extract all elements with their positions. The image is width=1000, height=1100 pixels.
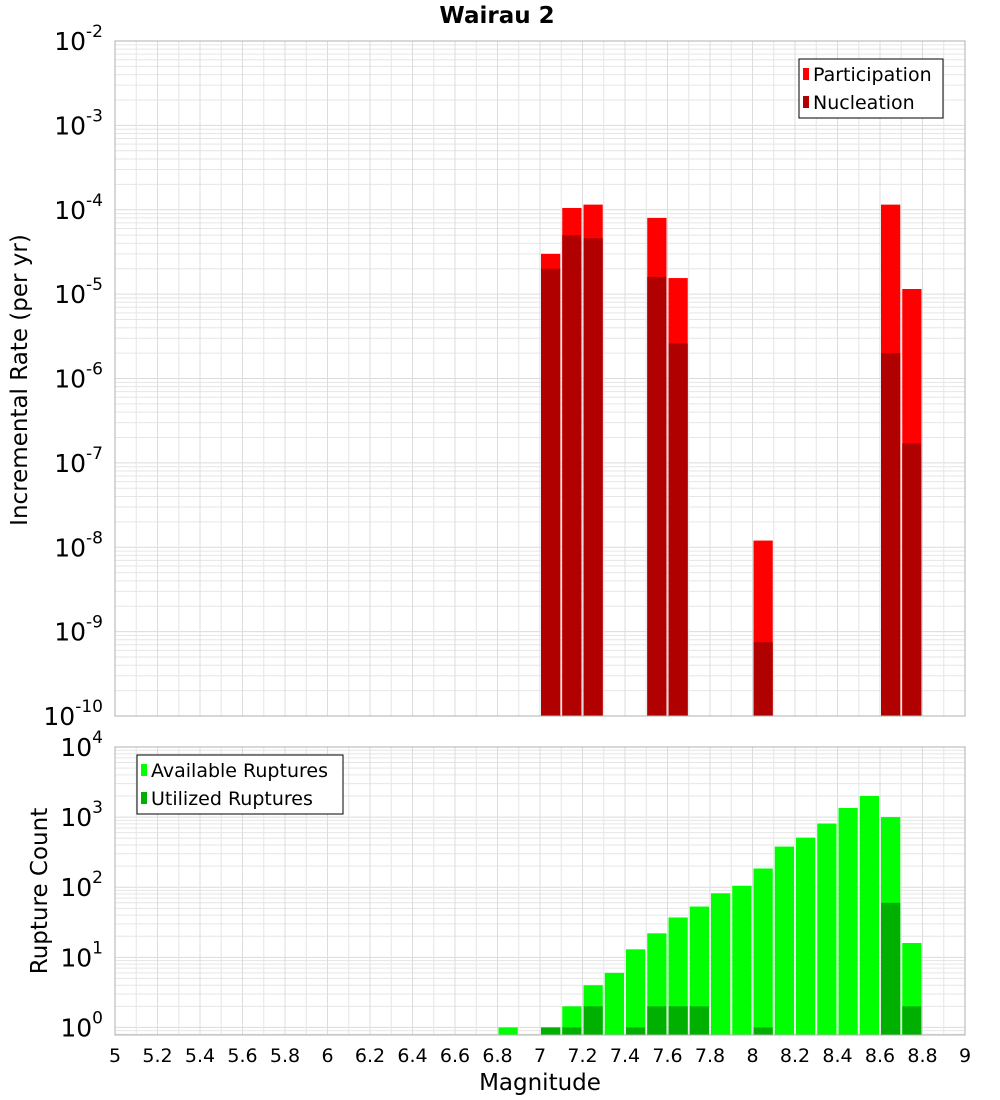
series-nucleation (541, 235, 922, 716)
legend-box (136, 754, 344, 815)
x-tick-label: 8 (746, 1045, 758, 1067)
bar (647, 276, 667, 716)
bar (583, 238, 603, 716)
x-tick-label: 8.2 (780, 1045, 810, 1067)
x-tick-label: 8.8 (907, 1045, 937, 1067)
bar (753, 1027, 773, 1035)
x-tick-label: 5 (109, 1045, 121, 1067)
x-tick-label: 5.2 (142, 1045, 172, 1067)
bar (774, 846, 794, 1035)
bar (541, 268, 561, 716)
y-tick-label: 100 (60, 1008, 103, 1042)
bar (626, 1027, 646, 1035)
bar (732, 885, 752, 1035)
bar (753, 868, 773, 1035)
plot-border (114, 746, 966, 1036)
legend-swatch (803, 68, 809, 80)
plot-border (114, 40, 966, 717)
gridlines (114, 40, 966, 717)
bar (817, 823, 837, 1035)
bar (562, 1027, 582, 1035)
x-tick-label: 8.6 (865, 1045, 895, 1067)
bar (626, 949, 646, 1035)
x-tick-label: 6.2 (355, 1045, 385, 1067)
bar (796, 837, 816, 1035)
bar (838, 807, 858, 1035)
bar (668, 343, 688, 716)
legend-label: Participation (813, 64, 932, 86)
legend-box (798, 58, 944, 119)
y-tick-label: 10-2 (54, 22, 103, 56)
y-tick-label: 10-10 (43, 697, 103, 731)
bottom-panel: 100 101 102 103 104 Available Ruptures Utilize… (60, 728, 966, 1042)
legend-swatch (141, 792, 147, 804)
bar (668, 1006, 688, 1035)
bar (541, 1027, 561, 1035)
y-tick-label: 10-5 (54, 275, 103, 309)
bar (647, 1006, 667, 1035)
legend-label: Utilized Ruptures (151, 788, 313, 810)
x-axis-label: Magnitude (479, 1070, 601, 1096)
x-tick-label: 6 (321, 1045, 333, 1067)
y-tick-label: 10-4 (54, 191, 103, 225)
y-tick-label: 10-8 (54, 528, 103, 562)
bar (562, 235, 582, 716)
x-tick-label: 5.6 (227, 1045, 257, 1067)
bottom-y-axis-label: Rupture Count (27, 808, 53, 974)
top-panel: 10-10 10-9 10-8 10-7 10-6 10-5 10-4 10-3 10-2 Par… (43, 22, 966, 731)
bar (859, 796, 879, 1035)
bar (902, 1006, 922, 1035)
y-tick-label: 102 (60, 868, 103, 902)
x-tick-label: 9 (959, 1045, 971, 1067)
y-tick-label: 10-9 (54, 613, 103, 647)
y-tick-label: 10-6 (54, 360, 103, 394)
x-axis-ticks: 5 5.2 5.4 5.6 5.8 6 6.2 6.4 6.6 6.8 7 7.2 7.4 7.6 7.8 8… (109, 1045, 971, 1067)
y-tick-label: 10-7 (54, 444, 103, 478)
x-tick-label: 7.8 (695, 1045, 725, 1067)
bar (498, 1027, 518, 1035)
legend: Participation Nucleation (798, 58, 944, 119)
x-tick-label: 8.4 (822, 1045, 852, 1067)
bar (902, 443, 922, 716)
x-tick-label: 5.4 (185, 1045, 215, 1067)
x-tick-label: 6.6 (440, 1045, 470, 1067)
y-tick-label: 104 (60, 728, 103, 762)
y-tick-label: 103 (60, 798, 103, 832)
bar (881, 353, 901, 716)
y-tick-label: 10-3 (54, 106, 103, 140)
x-tick-label: 7.4 (610, 1045, 640, 1067)
y-tick-label: 101 (60, 938, 103, 972)
bar (689, 1006, 709, 1035)
bar (604, 972, 624, 1035)
bar (689, 906, 709, 1035)
x-tick-label: 5.8 (270, 1045, 300, 1067)
x-tick-label: 7.2 (567, 1045, 597, 1067)
x-tick-label: 6.8 (482, 1045, 512, 1067)
legend-swatch (141, 764, 147, 776)
bar (881, 902, 901, 1035)
top-y-axis-label: Incremental Rate (per yr) (7, 234, 33, 526)
bar (753, 642, 773, 716)
legend-label: Nucleation (813, 92, 915, 114)
series-utilized-ruptures (541, 902, 922, 1035)
x-tick-label: 6.4 (397, 1045, 427, 1067)
x-tick-label: 7 (534, 1045, 546, 1067)
bar (668, 917, 688, 1035)
bar (711, 893, 731, 1035)
legend: Available Ruptures Utilized Ruptures (136, 754, 344, 815)
bar (583, 1006, 603, 1035)
chart-title: Wairau 2 (439, 3, 554, 29)
legend-label: Available Ruptures (151, 760, 328, 782)
legend-swatch (803, 96, 809, 108)
x-tick-label: 7.6 (652, 1045, 682, 1067)
